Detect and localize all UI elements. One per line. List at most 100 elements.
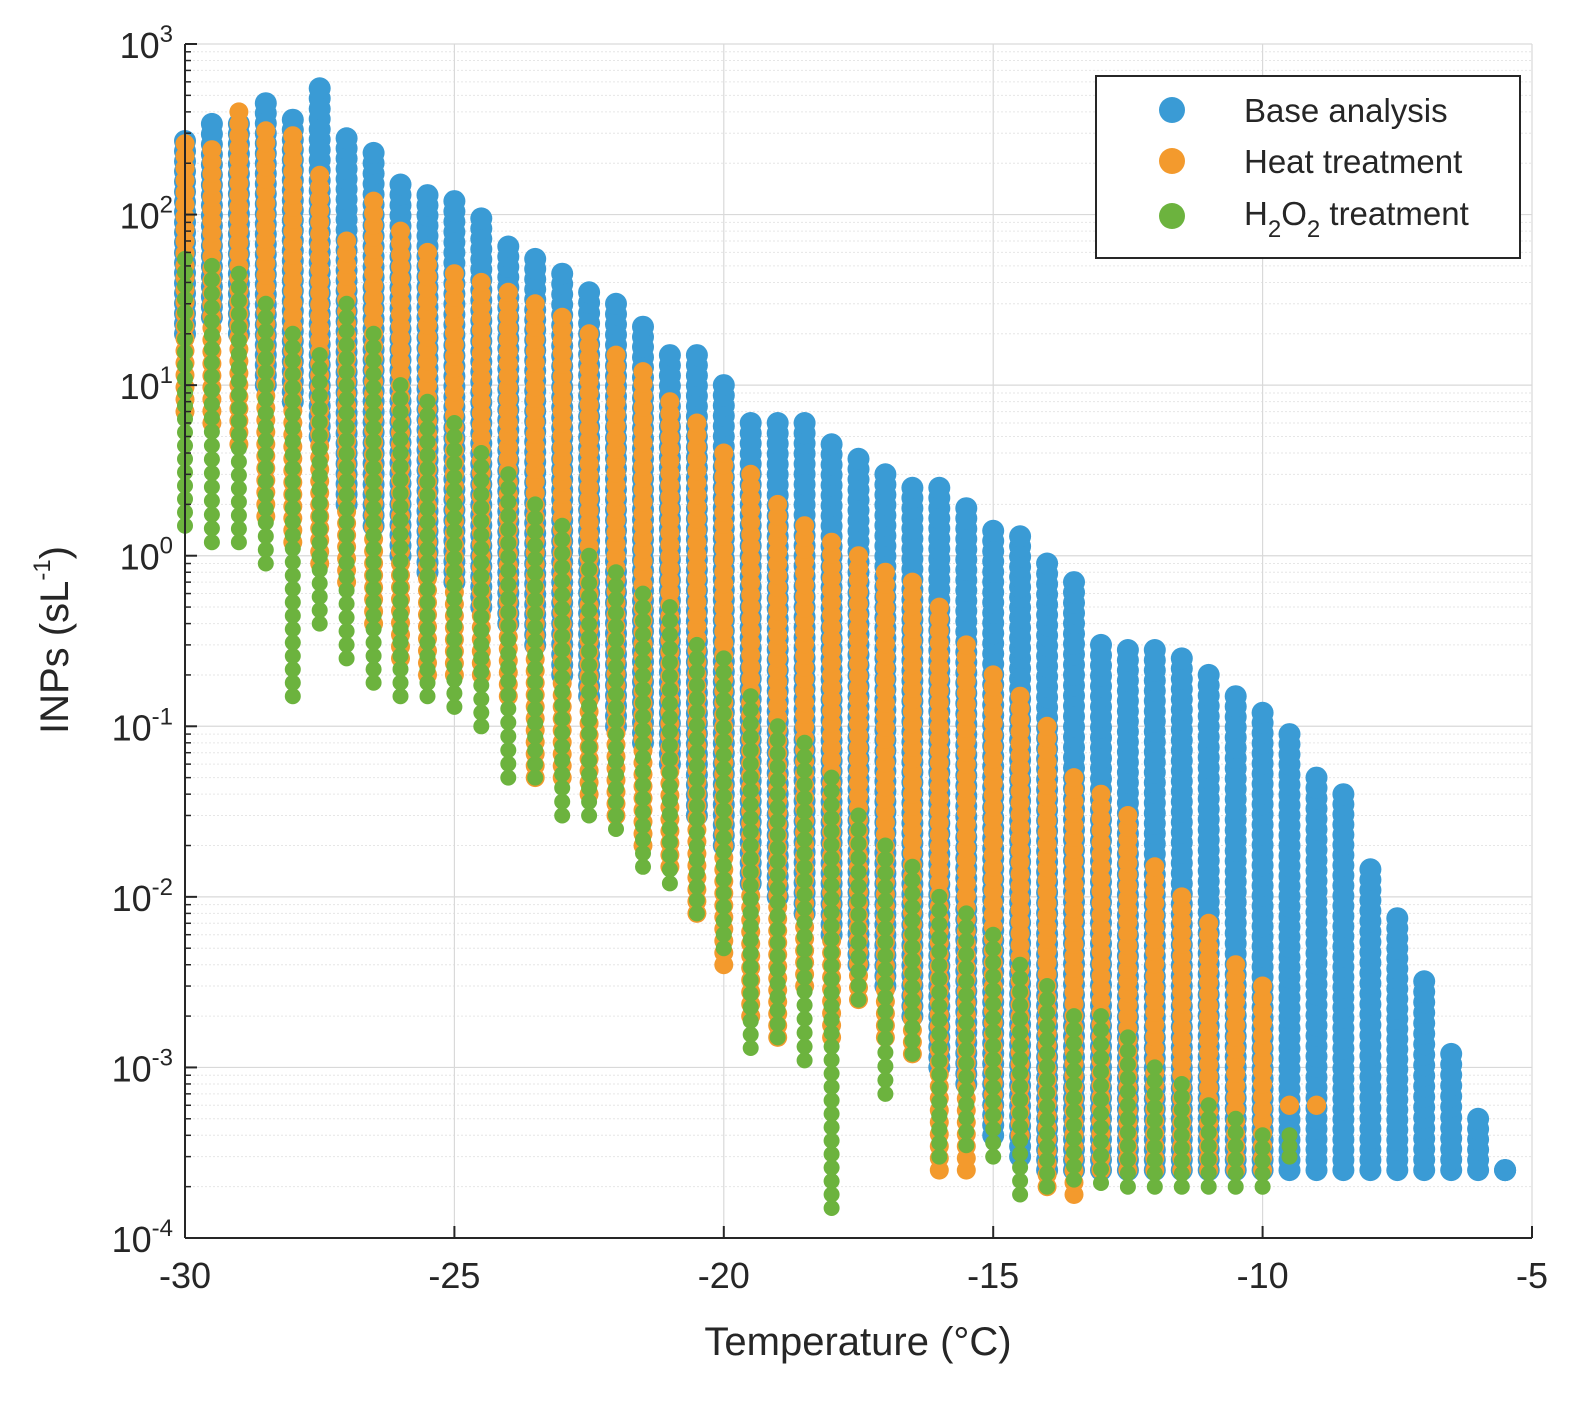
data-point	[661, 723, 678, 740]
data-point	[823, 1173, 840, 1190]
data-point	[1332, 783, 1355, 806]
data-point	[310, 165, 330, 185]
data-point	[527, 605, 544, 622]
data-point	[392, 404, 409, 421]
data-point	[1253, 976, 1273, 996]
data-point	[338, 295, 355, 312]
data-point	[1197, 663, 1220, 686]
data-point	[1119, 1029, 1136, 1046]
data-point	[608, 821, 624, 837]
data-point	[1119, 1083, 1136, 1100]
data-point	[1093, 1175, 1109, 1191]
data-point	[1012, 1010, 1029, 1027]
data-point	[419, 527, 436, 544]
data-point	[338, 554, 355, 571]
data-point	[661, 778, 678, 795]
data-point	[554, 697, 571, 714]
data-point	[850, 977, 867, 994]
data-point	[284, 661, 301, 678]
data-point	[904, 1005, 921, 1022]
data-point	[1146, 1165, 1163, 1182]
data-point	[931, 916, 948, 933]
data-point	[338, 323, 355, 339]
data-point	[712, 374, 735, 397]
data-point	[688, 690, 705, 707]
data-point	[446, 698, 463, 715]
data-point	[392, 525, 409, 542]
data-point	[796, 734, 813, 751]
data-point	[823, 823, 840, 840]
data-point	[446, 604, 463, 621]
data-point	[1307, 1095, 1326, 1115]
data-point	[419, 460, 436, 477]
data-point	[579, 324, 599, 344]
data-point	[661, 612, 678, 629]
data-point	[581, 752, 598, 769]
data-point	[635, 831, 651, 848]
data-point	[1012, 1145, 1029, 1162]
data-point	[635, 626, 651, 643]
y-axis-title-exponent: -1	[29, 559, 56, 580]
data-point	[1227, 1110, 1244, 1127]
data-point	[1254, 1165, 1271, 1182]
data-point	[1037, 716, 1057, 736]
data-point	[1440, 1042, 1463, 1065]
data-point	[931, 1107, 948, 1124]
data-point	[365, 352, 382, 369]
data-point	[742, 850, 759, 867]
data-point	[958, 1041, 975, 1058]
data-point	[635, 749, 651, 766]
data-point	[446, 428, 463, 445]
data-point	[1146, 1138, 1163, 1155]
data-point	[823, 984, 840, 1001]
data-point	[338, 391, 355, 408]
data-point	[446, 550, 463, 567]
svg-text:INPs (sL-1): INPs (sL-1)	[29, 546, 77, 734]
data-point	[1012, 1132, 1029, 1149]
data-point	[1093, 1022, 1109, 1038]
data-point	[769, 745, 786, 762]
data-point	[1010, 686, 1030, 706]
data-point	[554, 766, 571, 783]
data-point	[473, 718, 490, 735]
data-point	[230, 306, 247, 322]
data-point	[1172, 887, 1192, 907]
data-point	[901, 476, 924, 499]
data-point	[769, 880, 786, 897]
data-point	[338, 432, 355, 449]
data-point	[904, 885, 921, 902]
data-point	[769, 731, 786, 748]
data-point	[877, 1058, 894, 1075]
data-point	[850, 991, 867, 1008]
tick-labels: -30 -25 -20 -15 -10 -5 103 102 101 100 10-1 10-2 10-…	[112, 21, 1548, 1296]
data-point	[742, 728, 759, 745]
data-point	[202, 140, 222, 160]
data-point	[473, 636, 490, 653]
data-point	[985, 1009, 1002, 1026]
data-point	[768, 494, 788, 514]
data-point	[715, 843, 732, 860]
data-point	[688, 905, 705, 922]
data-point	[687, 413, 707, 433]
data-point	[419, 447, 436, 464]
data-point	[1009, 525, 1032, 548]
data-point	[877, 1003, 894, 1020]
data-point	[365, 325, 382, 342]
data-point	[1199, 913, 1219, 933]
data-point	[311, 535, 328, 551]
data-point	[284, 634, 301, 651]
data-point	[365, 446, 382, 463]
data-point	[635, 599, 651, 616]
data-point	[230, 346, 247, 363]
data-point	[1200, 1178, 1217, 1195]
data-point	[661, 654, 678, 671]
data-point	[365, 580, 382, 597]
data-point	[931, 888, 948, 905]
data-point	[1039, 1071, 1056, 1088]
data-point	[715, 912, 732, 929]
data-point	[850, 850, 867, 866]
data-point	[419, 500, 436, 517]
data-point	[823, 796, 840, 813]
data-point	[1012, 1037, 1029, 1054]
data-point	[793, 412, 816, 434]
